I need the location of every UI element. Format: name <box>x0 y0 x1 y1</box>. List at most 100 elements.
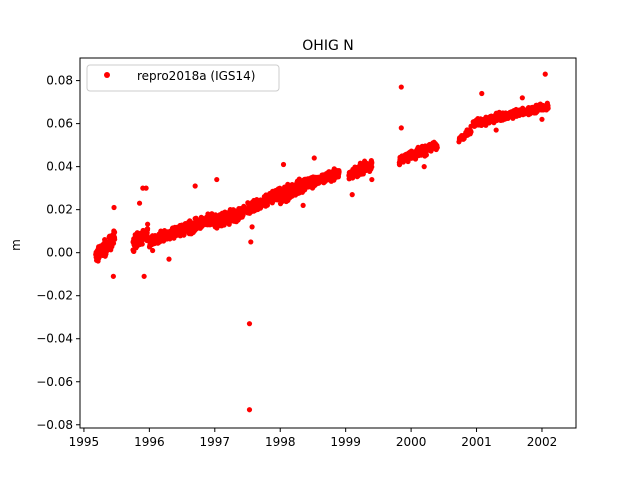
data-point <box>266 198 272 205</box>
data-point <box>481 120 488 126</box>
data-point <box>192 183 198 189</box>
legend-marker <box>104 72 110 78</box>
data-point <box>479 90 485 97</box>
data-point <box>226 221 232 227</box>
x-axis-ticks: 1995 1996 1997 1998 1999 2000 2001 2002 <box>69 428 557 449</box>
data-point <box>497 116 503 122</box>
data-point <box>336 170 342 176</box>
data-point <box>493 127 499 133</box>
data-point <box>359 162 365 169</box>
x-tick-label: 1999 <box>330 435 361 449</box>
data-point <box>245 200 251 206</box>
data-point <box>201 222 207 228</box>
data-point <box>280 161 287 168</box>
data-point <box>269 194 275 200</box>
data-point <box>461 133 467 139</box>
data-point <box>354 172 360 179</box>
data-point <box>135 240 141 246</box>
data-point <box>398 125 404 131</box>
data-point <box>111 228 117 234</box>
data-point <box>139 235 146 241</box>
plot-frame <box>79 57 577 429</box>
data-point <box>366 162 372 168</box>
data-point <box>396 162 403 168</box>
data-point <box>359 167 365 173</box>
data-point <box>511 110 517 117</box>
legend: repro2018a (IGS14) <box>86 64 280 92</box>
data-point <box>545 105 551 111</box>
data-point <box>131 248 137 255</box>
data-point <box>246 321 253 327</box>
data-point <box>421 164 427 170</box>
data-point <box>349 169 355 176</box>
data-point <box>93 251 99 257</box>
x-tick-label: 2000 <box>396 435 427 449</box>
data-point <box>292 190 298 196</box>
data-point <box>102 237 108 243</box>
data-point <box>143 185 149 191</box>
chart-title: OHIG N <box>302 38 353 54</box>
data-point <box>397 155 403 161</box>
data-point <box>149 233 156 239</box>
data-point <box>539 107 545 113</box>
data-point <box>233 212 239 218</box>
x-tick-label: 1997 <box>200 435 231 449</box>
data-point <box>212 214 218 220</box>
y-tick-label: −0.02 <box>36 289 73 303</box>
data-point <box>539 116 545 122</box>
data-point <box>415 149 421 155</box>
y-tick-label: 0.02 <box>46 203 73 217</box>
x-tick-label: 1998 <box>265 435 296 449</box>
data-point <box>166 256 172 262</box>
data-point <box>269 190 275 196</box>
y-tick-label: −0.04 <box>36 332 73 346</box>
y-tick-label: −0.08 <box>36 418 73 432</box>
y-tick-label: −0.06 <box>36 375 73 389</box>
y-axis-label: m <box>9 239 23 251</box>
data-point <box>319 172 325 178</box>
data-point <box>212 220 218 226</box>
data-point <box>188 227 195 233</box>
data-point <box>214 176 220 183</box>
data-point <box>223 215 229 222</box>
data-point <box>407 153 413 159</box>
data-point <box>294 178 301 184</box>
legend-box <box>86 64 280 92</box>
data-point <box>411 150 417 156</box>
data-point <box>468 129 474 135</box>
data-point <box>457 137 463 143</box>
data-point <box>207 221 213 227</box>
data-point <box>144 227 151 233</box>
data-point <box>532 106 539 112</box>
data-point <box>158 231 164 237</box>
data-point <box>474 121 480 128</box>
data-point <box>346 173 353 179</box>
data-point <box>149 239 155 245</box>
data-point <box>246 407 253 413</box>
data-point <box>145 221 151 227</box>
data-point <box>304 177 311 183</box>
data-point <box>285 190 291 196</box>
x-tick-label: 2001 <box>461 435 492 449</box>
data-point <box>260 201 267 207</box>
data-point <box>110 273 116 279</box>
data-point <box>166 229 172 236</box>
data-point <box>284 194 291 201</box>
legend-label: repro2018a (IGS14) <box>137 69 255 83</box>
data-point <box>518 110 524 116</box>
y-tick-label: 0.08 <box>46 74 73 88</box>
data-point <box>500 111 506 117</box>
data-point <box>398 84 404 90</box>
data-points <box>93 71 551 413</box>
data-point <box>310 180 316 186</box>
data-point <box>161 237 167 243</box>
data-point <box>299 182 306 188</box>
data-point <box>111 235 117 241</box>
data-point <box>349 192 355 198</box>
x-tick-label: 1996 <box>134 435 165 449</box>
data-point <box>105 243 111 249</box>
data-point <box>251 203 257 209</box>
data-point <box>280 198 286 204</box>
data-point <box>496 109 502 115</box>
